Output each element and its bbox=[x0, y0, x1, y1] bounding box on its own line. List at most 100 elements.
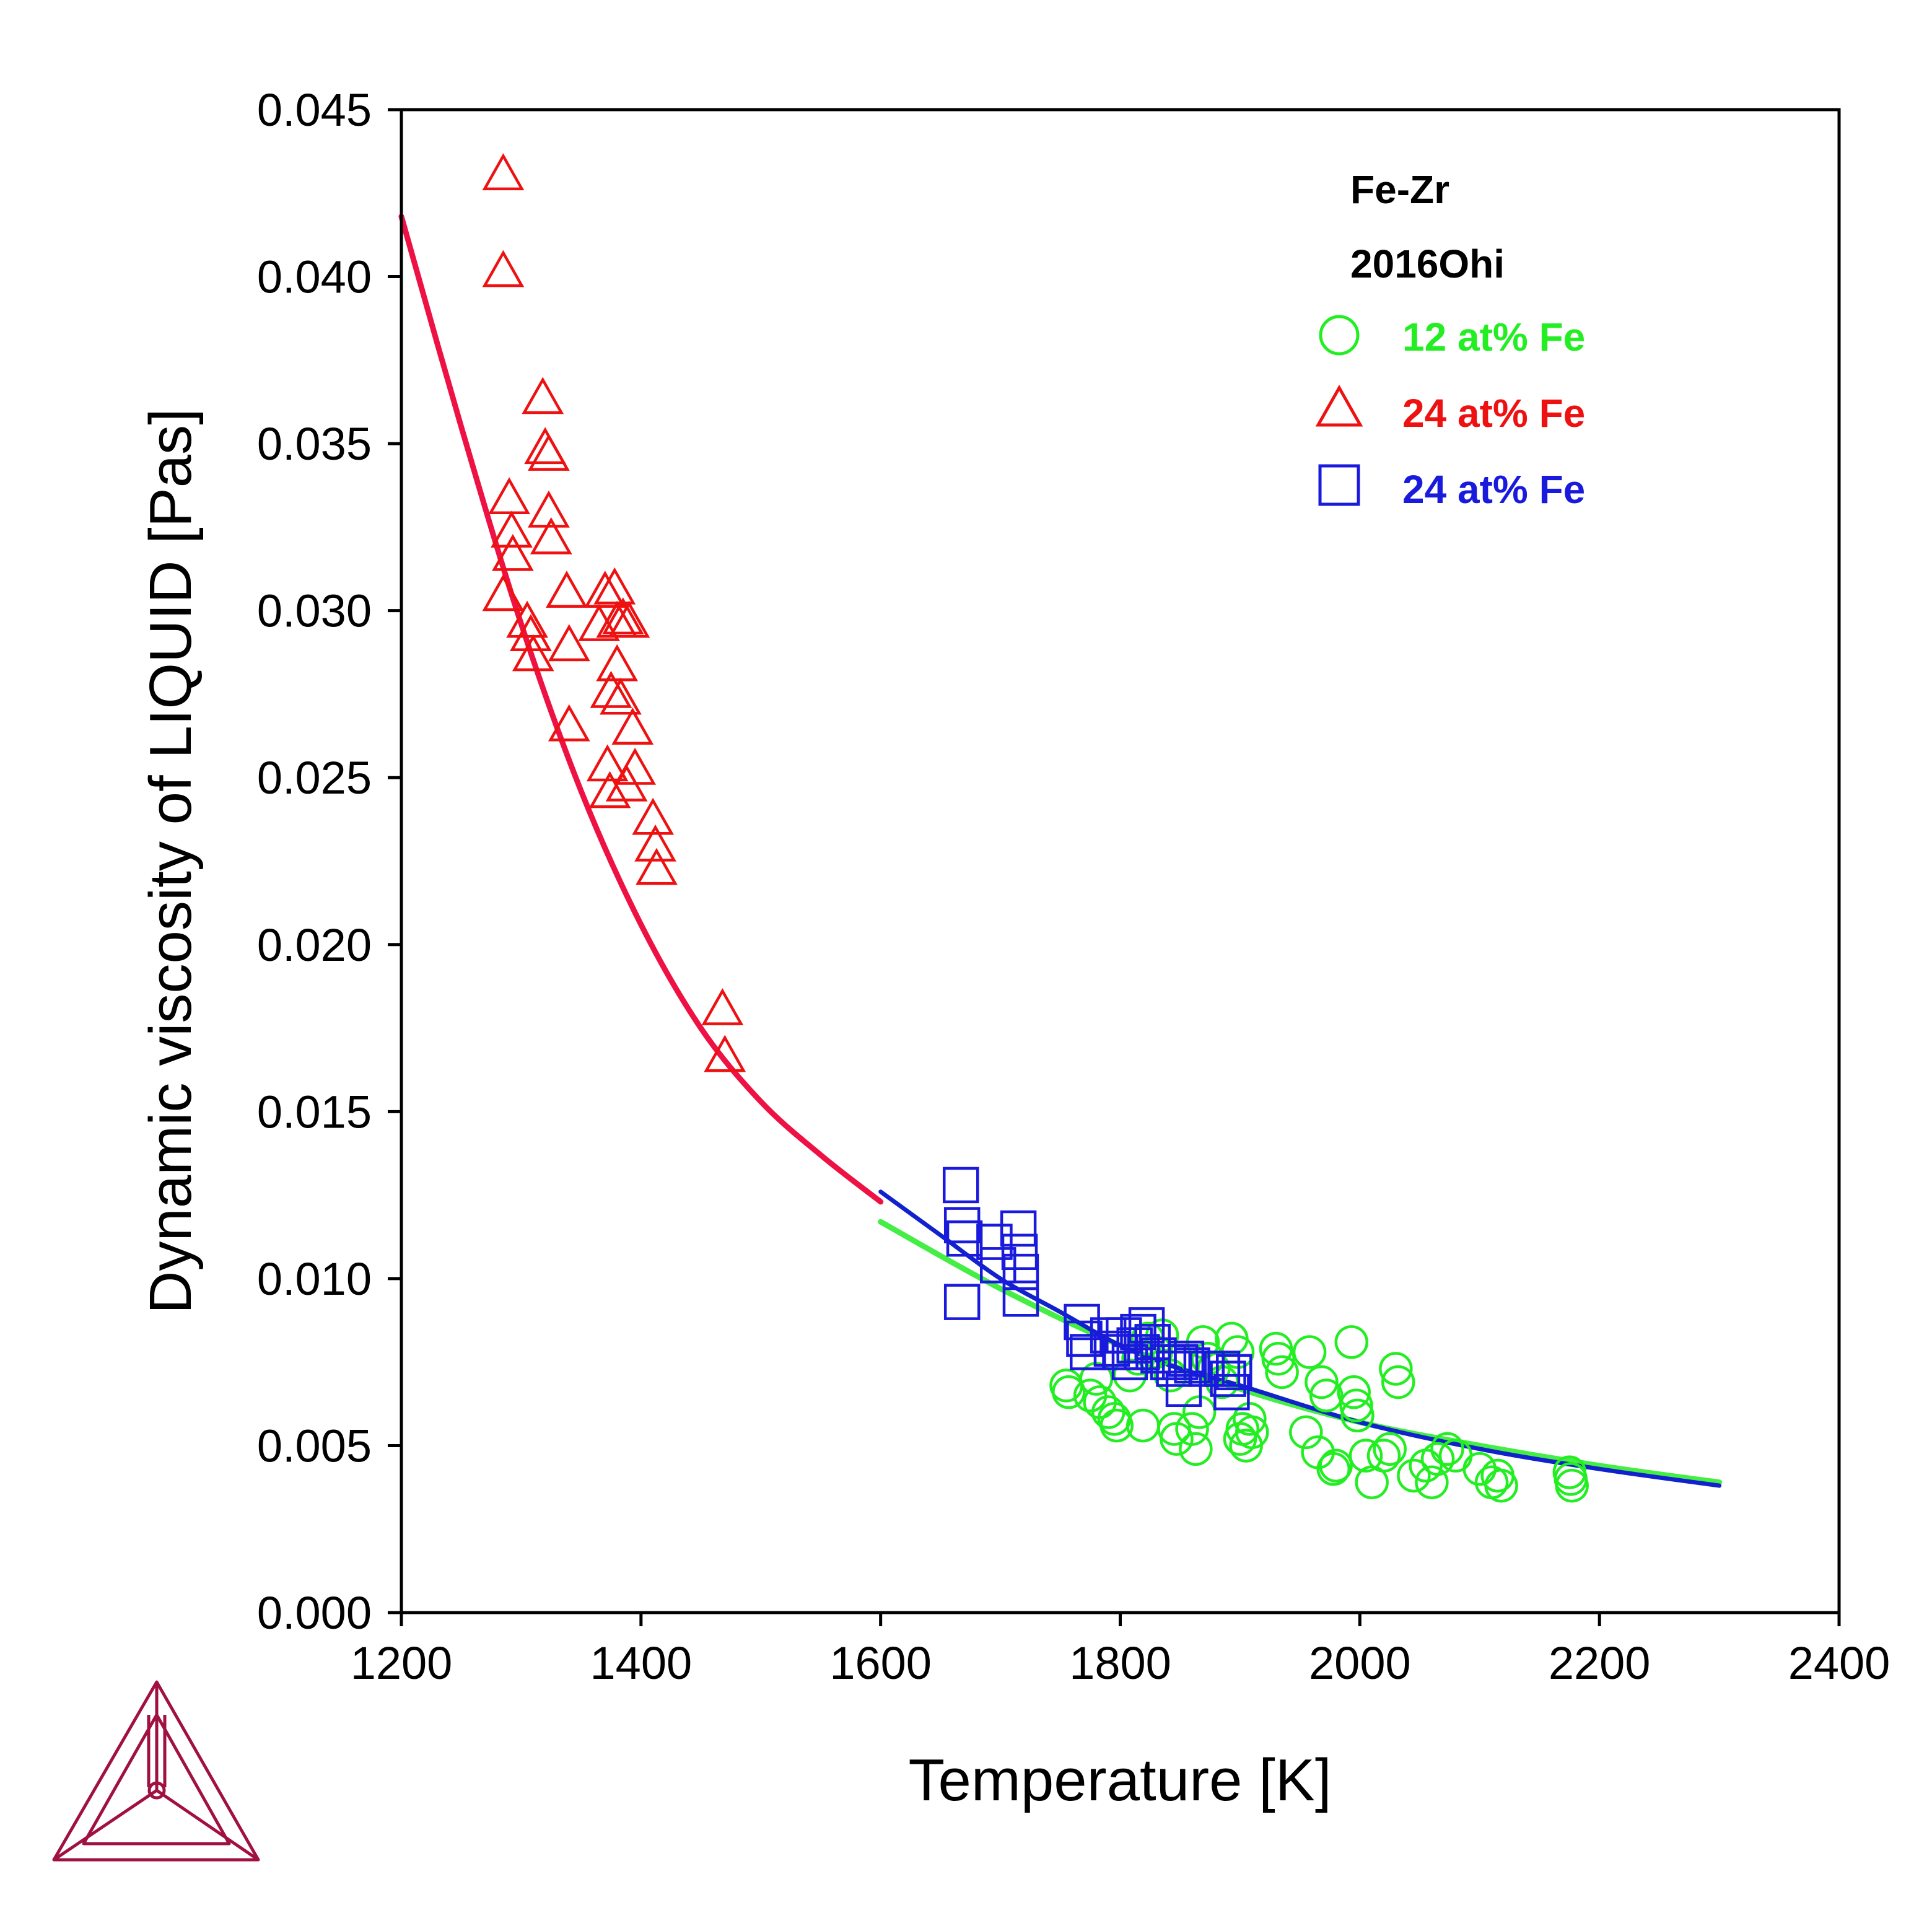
triangle-marker bbox=[636, 847, 678, 885]
triangle-marker bbox=[482, 153, 525, 191]
square-marker bbox=[943, 1207, 981, 1243]
square-marker bbox=[946, 1220, 983, 1257]
square-marker bbox=[1168, 1341, 1205, 1377]
legend-circle-marker bbox=[1319, 315, 1360, 356]
circle-marker bbox=[1289, 1415, 1323, 1450]
model-curve bbox=[878, 1219, 1723, 1486]
triangle-marker bbox=[596, 644, 639, 681]
circle-marker bbox=[1381, 1365, 1415, 1399]
x-tick-label: 2400 bbox=[1788, 1637, 1890, 1689]
square-marker bbox=[1066, 1320, 1103, 1357]
circle-marker bbox=[1334, 1325, 1369, 1359]
x-tick-label: 1200 bbox=[351, 1637, 453, 1689]
x-axis: 1200 1400 1600 1800 2000 2200 2400 bbox=[351, 1613, 1890, 1689]
triangle-marker bbox=[611, 707, 654, 745]
y-tick-label: 0.035 bbox=[257, 418, 372, 470]
circle-marker bbox=[1339, 1388, 1373, 1423]
square-marker bbox=[1120, 1313, 1156, 1351]
circle-marker bbox=[1397, 1458, 1431, 1493]
triangle-marker bbox=[528, 490, 570, 528]
triangle-marker bbox=[482, 574, 525, 611]
y-tick-label: 0.025 bbox=[257, 752, 372, 804]
triangle-marker bbox=[491, 510, 533, 548]
square-marker bbox=[976, 1224, 1013, 1260]
legend-title-system: Fe-Zr bbox=[1350, 167, 1449, 212]
square-marker bbox=[1000, 1210, 1037, 1247]
square-marker bbox=[1161, 1344, 1199, 1380]
circle-marker bbox=[1420, 1442, 1455, 1476]
square-marker bbox=[1215, 1354, 1252, 1391]
legend-label-12-fe: 12 at% Fe bbox=[1402, 315, 1585, 359]
y-tick-label: 0.045 bbox=[257, 84, 372, 136]
y-tick-label: 0.020 bbox=[257, 919, 372, 971]
circle-marker bbox=[1235, 1415, 1269, 1450]
triangle-marker bbox=[600, 677, 642, 715]
circle-marker bbox=[1099, 1408, 1134, 1443]
y-tick-label: 0.010 bbox=[257, 1253, 372, 1305]
circle-marker bbox=[1379, 1352, 1413, 1386]
triangle-marker bbox=[528, 434, 570, 471]
circle-marker bbox=[1052, 1375, 1086, 1409]
circle-marker bbox=[1319, 1448, 1353, 1483]
y-tick-label: 0.000 bbox=[257, 1587, 372, 1639]
triangle-marker bbox=[548, 704, 590, 742]
triangle-marker bbox=[546, 571, 588, 608]
circle-marker bbox=[1340, 1398, 1375, 1433]
legend-label-24-fe-square: 24 at% Fe bbox=[1402, 467, 1585, 512]
square-marker bbox=[943, 1167, 979, 1204]
square-marker bbox=[1204, 1351, 1241, 1387]
triangle-marker bbox=[530, 517, 572, 554]
square-marker bbox=[1213, 1373, 1250, 1411]
y-tick-label: 0.030 bbox=[257, 585, 372, 637]
triangle-marker bbox=[634, 824, 676, 862]
circle-marker bbox=[1309, 1378, 1344, 1412]
circle-marker bbox=[1430, 1432, 1464, 1466]
data-markers bbox=[482, 153, 1589, 1503]
square-marker bbox=[1001, 1233, 1038, 1271]
y-axis-title: Dynamic viscosity of LIQUID [Pas] bbox=[138, 408, 204, 1314]
legend-triangle-marker bbox=[1315, 384, 1363, 427]
y-tick-label: 0.040 bbox=[257, 252, 372, 303]
triangle-marker bbox=[482, 250, 525, 287]
model-curve bbox=[398, 214, 884, 1205]
triangle-marker bbox=[632, 797, 675, 835]
triangle-marker bbox=[701, 988, 744, 1025]
circle-marker bbox=[1337, 1375, 1371, 1409]
circle-marker bbox=[1554, 1462, 1588, 1496]
y-axis: 0.000 0.005 0.010 0.015 0.020 0.025 0.030 0.035… bbox=[257, 84, 401, 1639]
y-tick-label: 0.005 bbox=[257, 1420, 372, 1471]
circle-marker bbox=[1261, 1342, 1296, 1376]
square-marker bbox=[1002, 1253, 1039, 1290]
triangle-marker bbox=[608, 600, 650, 638]
triangle-marker bbox=[512, 634, 554, 672]
triangle-marker bbox=[590, 670, 632, 708]
x-tick-label: 2200 bbox=[1549, 1637, 1651, 1689]
square-marker bbox=[1210, 1360, 1246, 1397]
circle-marker bbox=[1179, 1432, 1213, 1466]
legend-title-reference: 2016Ohi bbox=[1350, 242, 1505, 286]
triangle-marker bbox=[492, 533, 534, 571]
square-marker bbox=[1174, 1347, 1210, 1384]
triangle-marker bbox=[548, 624, 590, 662]
legend: Fe-Zr 2016Ohi 12 at% Fe 24 at% Fe 24 at%… bbox=[1315, 167, 1585, 512]
circle-marker bbox=[1462, 1452, 1497, 1486]
circle-marker bbox=[1555, 1468, 1589, 1503]
circle-marker bbox=[1415, 1465, 1449, 1499]
circle-marker bbox=[1484, 1468, 1518, 1503]
triangle-marker bbox=[522, 377, 564, 414]
thermo-calc-logo bbox=[52, 1680, 260, 1862]
square-marker bbox=[943, 1284, 981, 1320]
circle-marker bbox=[1366, 1439, 1401, 1473]
legend-square-marker bbox=[1318, 464, 1360, 506]
triangle-marker bbox=[614, 747, 657, 785]
x-tick-label: 2000 bbox=[1309, 1637, 1411, 1689]
x-tick-label: 1400 bbox=[590, 1637, 693, 1689]
circle-marker bbox=[1073, 1378, 1108, 1412]
square-marker bbox=[1165, 1370, 1202, 1408]
legend-label-24-fe-triangle: 24 at% Fe bbox=[1402, 391, 1585, 436]
triangle-marker bbox=[601, 597, 644, 635]
circle-marker bbox=[1348, 1439, 1383, 1473]
circle-marker bbox=[1292, 1335, 1327, 1369]
circle-marker bbox=[1265, 1355, 1299, 1390]
